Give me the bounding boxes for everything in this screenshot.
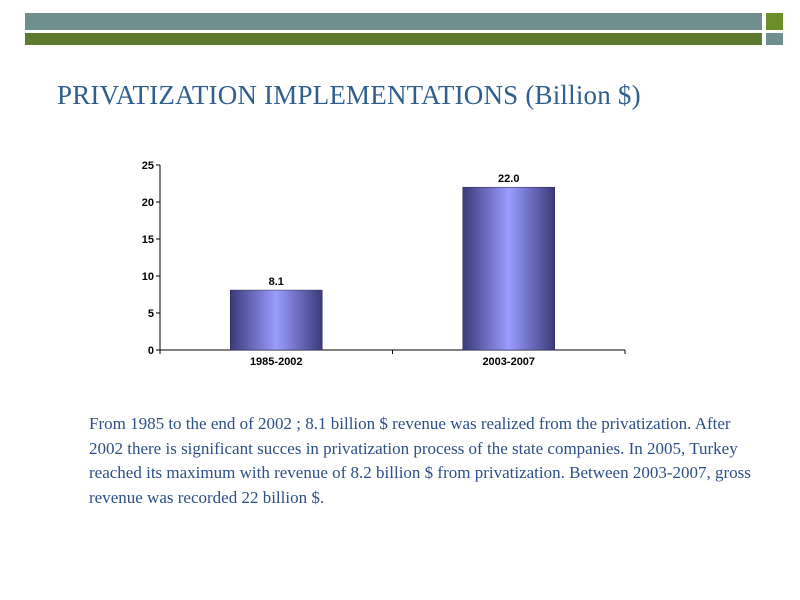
header-bar-green	[25, 33, 762, 45]
y-axis: 0 5 10 15 20 25	[142, 160, 161, 357]
y-tick-label: 20	[142, 197, 154, 209]
x-category-label: 1985-2002	[250, 356, 303, 368]
bars: 8.1 22.0	[230, 173, 555, 351]
y-tick-label: 5	[148, 308, 154, 320]
bar-data-label: 8.1	[269, 276, 284, 288]
bar-2003-2007	[462, 186, 555, 351]
body-paragraph: From 1985 to the end of 2002 ; 8.1 billi…	[89, 414, 751, 507]
header-bar-grey	[25, 13, 762, 30]
y-tick-label: 0	[148, 345, 154, 357]
y-tick-label: 15	[142, 234, 154, 246]
header-square-green	[766, 13, 783, 30]
x-axis: 1985-2002 2003-2007	[159, 349, 626, 368]
bar-chart-svg: 0 5 10 15 20 25 1985-2002 2003-2007 8.1 22.0	[142, 160, 626, 368]
bar-data-label: 22.0	[498, 173, 519, 185]
bar-chart: 0 5 10 15 20 25 1985-2002 2003-2007 8.1 22.0	[120, 150, 650, 380]
slide-title: PRIVATIZATION IMPLEMENTATIONS (Billion $…	[57, 80, 641, 110]
y-tick-label: 25	[142, 160, 154, 172]
header-square-grey	[766, 33, 783, 45]
y-tick-label: 10	[142, 271, 154, 283]
bar-1985-2002	[230, 289, 323, 351]
x-category-label: 2003-2007	[482, 356, 535, 368]
